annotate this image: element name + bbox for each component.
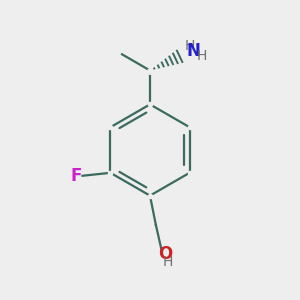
Text: N: N [187, 42, 200, 60]
Text: H: H [184, 39, 195, 53]
Text: F: F [70, 167, 82, 185]
Text: O: O [158, 245, 172, 263]
Text: H: H [163, 255, 173, 269]
Text: H: H [196, 49, 207, 63]
